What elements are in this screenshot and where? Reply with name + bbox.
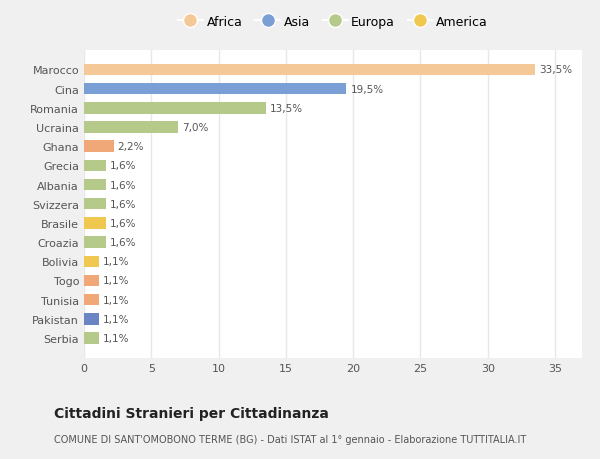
Bar: [84, 256, 99, 268]
Bar: [84, 313, 99, 325]
Text: 1,6%: 1,6%: [110, 218, 136, 229]
Text: 1,1%: 1,1%: [103, 314, 130, 324]
Text: 1,1%: 1,1%: [103, 333, 130, 343]
Bar: [84, 198, 106, 210]
Bar: [84, 122, 178, 134]
Bar: [84, 160, 106, 172]
Text: Cittadini Stranieri per Cittadinanza: Cittadini Stranieri per Cittadinanza: [54, 406, 329, 420]
Bar: [84, 294, 99, 306]
Text: 1,1%: 1,1%: [103, 257, 130, 267]
Text: 33,5%: 33,5%: [539, 65, 572, 75]
Text: 1,6%: 1,6%: [110, 199, 136, 209]
Text: 7,0%: 7,0%: [182, 123, 209, 133]
Bar: [84, 64, 535, 76]
Bar: [84, 237, 106, 248]
Bar: [84, 103, 266, 114]
Bar: [84, 275, 99, 286]
Legend: Africa, Asia, Europa, America: Africa, Asia, Europa, America: [173, 11, 493, 34]
Text: 13,5%: 13,5%: [270, 104, 303, 113]
Text: 1,1%: 1,1%: [103, 276, 130, 286]
Bar: [84, 179, 106, 191]
Text: 1,6%: 1,6%: [110, 161, 136, 171]
Text: 2,2%: 2,2%: [118, 142, 144, 152]
Text: COMUNE DI SANT'OMOBONO TERME (BG) - Dati ISTAT al 1° gennaio - Elaborazione TUTT: COMUNE DI SANT'OMOBONO TERME (BG) - Dati…: [54, 434, 526, 444]
Text: 1,1%: 1,1%: [103, 295, 130, 305]
Text: 19,5%: 19,5%: [350, 84, 383, 95]
Text: 1,6%: 1,6%: [110, 180, 136, 190]
Bar: [84, 84, 346, 95]
Bar: [84, 218, 106, 229]
Bar: [84, 333, 99, 344]
Bar: [84, 141, 113, 152]
Text: 1,6%: 1,6%: [110, 238, 136, 247]
